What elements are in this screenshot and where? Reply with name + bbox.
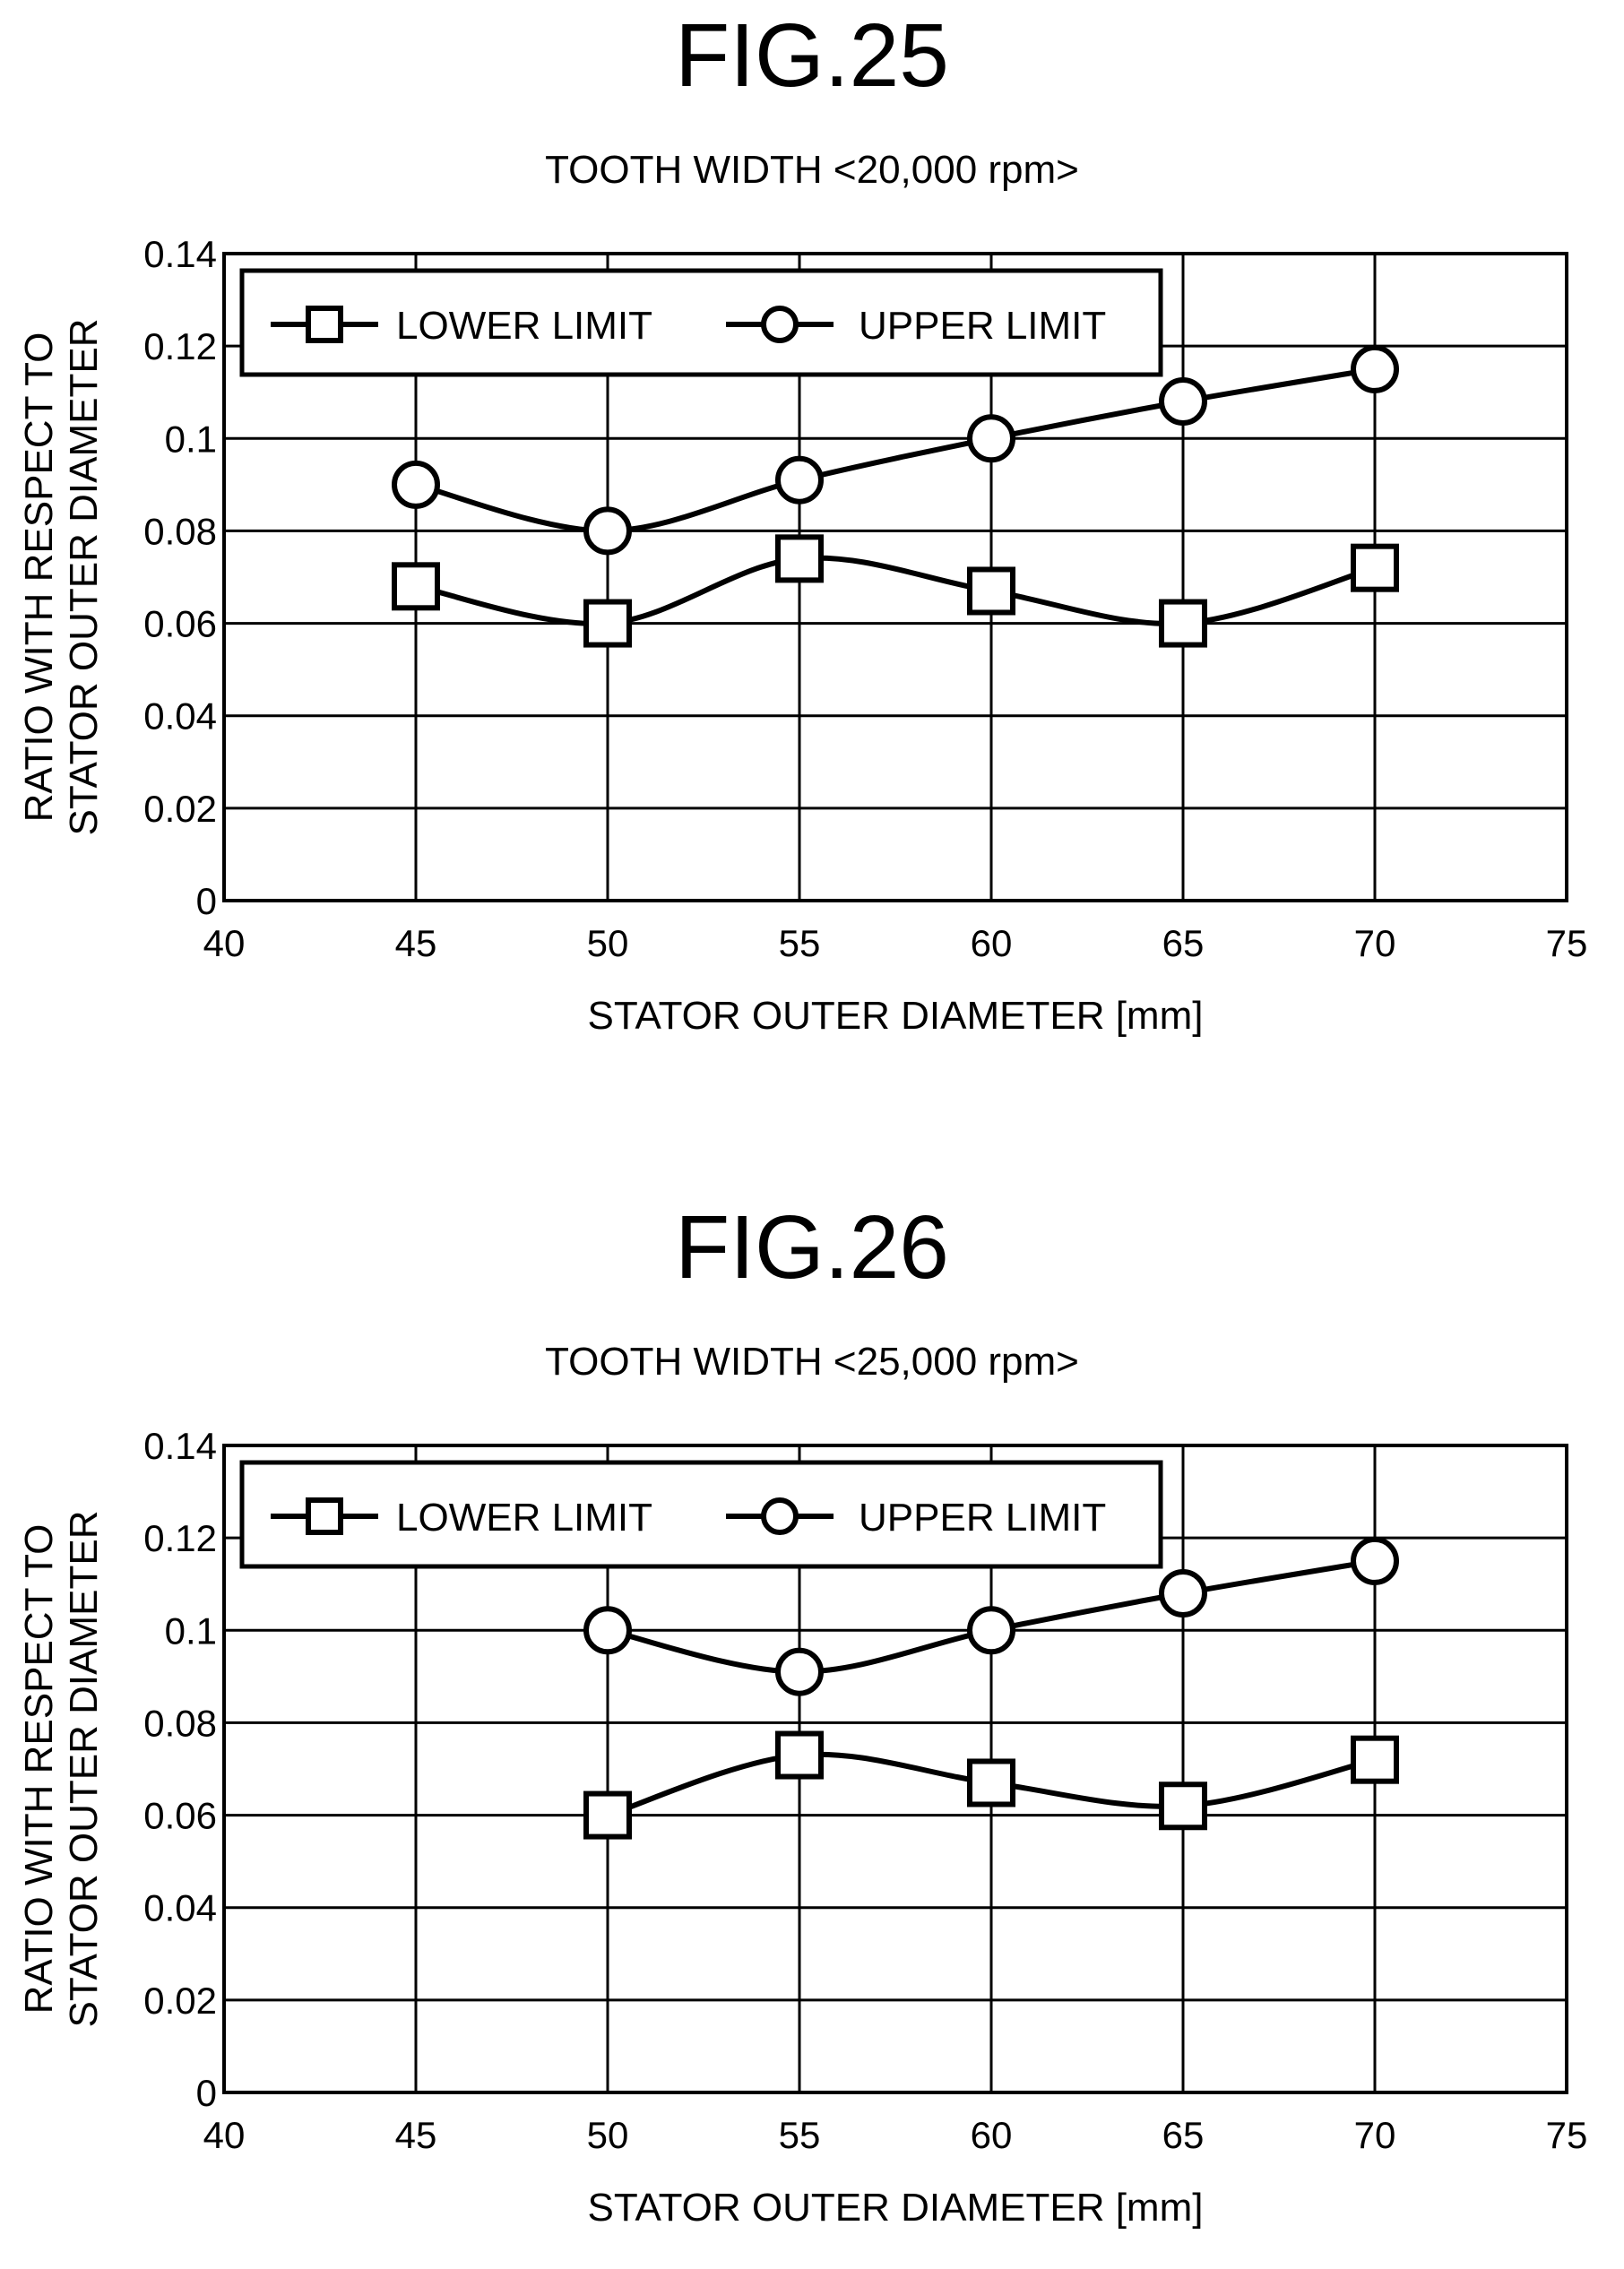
legend-label: UPPER LIMIT — [859, 304, 1106, 348]
legend-label: UPPER LIMIT — [859, 1496, 1106, 1540]
series-square — [583, 1730, 1399, 1840]
y-tick-label: 0 — [196, 880, 217, 922]
legend-circle-marker — [761, 306, 799, 343]
y-axis-label-line: STATOR OUTER DIAMETER — [62, 319, 106, 836]
legend-square-marker — [306, 306, 343, 343]
data-point-square — [392, 562, 440, 611]
legend: LOWER LIMIT UPPER LIMIT — [239, 1460, 1163, 1569]
y-tick-label: 0.04 — [143, 1887, 217, 1929]
data-point-circle — [583, 1606, 632, 1655]
data-point-square — [583, 599, 632, 648]
x-tick-label: 70 — [1354, 2114, 1396, 2156]
chart-title: TOOTH WIDTH <20,000 rpm> — [545, 148, 1079, 192]
y-tick-label: 0.08 — [143, 1702, 217, 1744]
figure-label: FIG.25 — [675, 5, 949, 106]
x-tick-label: 40 — [203, 2114, 246, 2156]
chart-title: TOOTH WIDTH <25,000 rpm> — [545, 1340, 1079, 1384]
y-tick-label: 0.04 — [143, 695, 217, 738]
data-point-square — [967, 1758, 1015, 1807]
data-point-circle — [967, 414, 1015, 463]
line-chart: 40 45 50 55 60 65 70 75 0 0.02 0.04 0.06 0.08 0.1 0.12… — [17, 1425, 1588, 2230]
series-line — [415, 366, 1376, 534]
series-circle — [583, 1536, 1399, 1696]
data-point-square — [583, 1790, 632, 1840]
x-tick-label: 70 — [1354, 922, 1396, 964]
data-point-circle — [1159, 377, 1207, 427]
x-tick-label: 55 — [779, 2114, 821, 2156]
y-axis-label: RATIO WITH RESPECT TO STATOR OUTER DIAMET… — [17, 319, 106, 836]
y-axis-label: RATIO WITH RESPECT TO STATOR OUTER DIAMET… — [17, 1511, 106, 2028]
y-axis-label-line: RATIO WITH RESPECT TO — [17, 332, 61, 823]
data-point-square — [967, 566, 1015, 616]
plot-frame — [222, 252, 1568, 902]
y-tick-label: 0.12 — [143, 1517, 217, 1559]
x-tick-label: 50 — [587, 2114, 629, 2156]
y-axis-label-line: RATIO WITH RESPECT TO — [17, 1524, 61, 2014]
x-tick-label: 55 — [779, 922, 821, 964]
x-tick-label: 60 — [971, 2114, 1013, 2156]
y-axis-label-line: STATOR OUTER DIAMETER — [62, 1511, 106, 2028]
figure-label: FIG.26 — [675, 1197, 949, 1298]
legend: LOWER LIMIT UPPER LIMIT — [239, 268, 1163, 377]
y-tick-label: 0.1 — [165, 418, 217, 460]
data-point-circle — [967, 1606, 1015, 1655]
y-tick-label: 0.06 — [143, 603, 217, 645]
data-point-square — [1159, 599, 1207, 648]
y-tick-label: 0.1 — [165, 1609, 217, 1652]
y-tick-label: 0.14 — [143, 1425, 217, 1467]
series-line — [415, 555, 1376, 627]
data-point-circle — [1159, 1569, 1207, 1618]
series-circle — [392, 344, 1399, 556]
x-tick-label: 75 — [1546, 922, 1588, 964]
legend-box — [239, 268, 1163, 377]
y-tick-label: 0.14 — [143, 233, 217, 275]
data-point-circle — [583, 506, 632, 556]
y-tick-label: 0.12 — [143, 325, 217, 367]
data-point-square — [1159, 1782, 1207, 1831]
y-tick-label: 0.02 — [143, 788, 217, 830]
x-tick-label: 65 — [1162, 2114, 1205, 2156]
y-tick-label: 0.08 — [143, 510, 217, 552]
legend-label: LOWER LIMIT — [396, 304, 652, 348]
data-point-circle — [1351, 1536, 1399, 1585]
figure-26: FIG.26 TOOTH WIDTH <25,000 rpm> 40 45 50 55… — [0, 1192, 1624, 2269]
x-tick-label: 50 — [587, 922, 629, 964]
x-axis-label: STATOR OUTER DIAMETER [mm] — [588, 994, 1204, 1038]
legend-square-marker — [306, 1497, 343, 1535]
data-point-square — [775, 1730, 824, 1780]
line-chart: 40 45 50 55 60 65 70 75 0 0.02 0.04 0.06 0.08 0.1 0.12… — [17, 233, 1588, 1038]
data-point-circle — [775, 455, 824, 505]
x-tick-label: 60 — [971, 922, 1013, 964]
y-tick-label: 0.06 — [143, 1795, 217, 1837]
legend-circle-marker — [761, 1497, 799, 1535]
y-tick-label: 0 — [196, 2072, 217, 2114]
y-tick-label: 0.02 — [143, 1980, 217, 2022]
legend-box — [239, 1460, 1163, 1569]
figure-25: FIG.25 TOOTH WIDTH <20,000 rpm> 40 45 50 55… — [0, 0, 1624, 1129]
data-point-circle — [392, 460, 440, 509]
data-point-circle — [775, 1647, 824, 1696]
x-tick-label: 65 — [1162, 922, 1205, 964]
x-axis-label: STATOR OUTER DIAMETER [mm] — [588, 2186, 1204, 2230]
x-tick-label: 75 — [1546, 2114, 1588, 2156]
plot-frame — [222, 1444, 1568, 2094]
x-tick-label: 45 — [395, 922, 437, 964]
data-point-circle — [1351, 344, 1399, 393]
x-tick-label: 45 — [395, 2114, 437, 2156]
legend-label: LOWER LIMIT — [396, 1496, 652, 1540]
data-point-square — [775, 534, 824, 583]
data-point-square — [1351, 1735, 1399, 1784]
data-point-square — [1351, 543, 1399, 592]
series-square — [392, 534, 1399, 648]
x-tick-label: 40 — [203, 922, 246, 964]
